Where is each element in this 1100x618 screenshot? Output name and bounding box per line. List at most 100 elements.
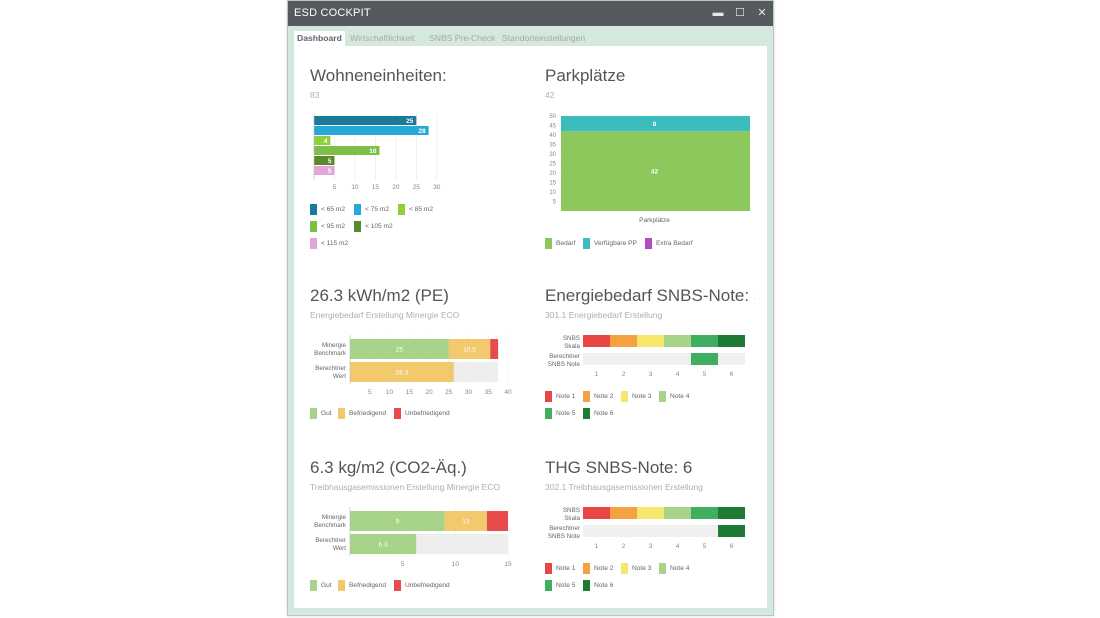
title-bar[interactable]: ESD COCKPIT ▬ ☐ ✕ — [288, 1, 773, 26]
x-tick-label: 10 — [386, 389, 394, 396]
legend-swatch — [394, 408, 401, 419]
legend-swatch — [621, 563, 628, 574]
legend-swatch — [545, 391, 552, 402]
bar-segment — [486, 511, 508, 531]
legend-swatch — [645, 238, 652, 249]
panel-title: 26.3 kWh/m2 (PE) — [310, 286, 449, 305]
legend-item: Note 5 — [545, 408, 575, 419]
legend-swatch — [545, 580, 552, 591]
legend-item: < 65 m2 — [310, 204, 345, 215]
parkplaetze-bar-chart: 5 10 15 20 25 30 35 40 45 50 42 8 Parkplätze — [549, 114, 750, 224]
data-label: 25 — [396, 347, 404, 354]
x-tick-label: 15 — [504, 561, 512, 568]
bar-segment — [350, 534, 417, 554]
scale-segment — [691, 335, 718, 347]
y-category-label: Minergie — [322, 514, 347, 521]
bar-background — [583, 353, 745, 365]
x-tick-label: 2 — [622, 371, 626, 378]
dashboard-content: Wohneneinheiten: 83 5 10 15 20 25 30 25 28 4 16 5 5… — [294, 46, 767, 608]
panel-thg-snbs: THG SNBS-Note: 6 302.1 Treibhausgasemiss… — [545, 458, 765, 618]
legend-item: Note 5 — [545, 580, 575, 591]
legend-item: Note 1 — [545, 563, 575, 574]
panel-title: Wohneneinheiten: — [310, 66, 447, 85]
panel-title: THG SNBS-Note: 6 — [545, 458, 693, 477]
bar — [314, 126, 429, 135]
x-category-label: Parkplätze — [639, 217, 670, 224]
legend-item: < 75 m2 — [354, 204, 389, 215]
y-tick-label: 45 — [549, 124, 556, 130]
tab-dashboard[interactable]: Dashboard — [294, 31, 345, 46]
panel-subtitle: 83 — [310, 90, 320, 100]
legend-item: < 105 m2 — [354, 221, 393, 232]
legend-item: Note 1 — [545, 391, 575, 402]
bar-segment — [350, 511, 445, 531]
y-tick-label: 20 — [549, 171, 556, 177]
panel-title: Energiebedarf SNBS-Note: 5 — [545, 286, 755, 305]
data-label: 25 — [406, 118, 414, 125]
legend-item: Befriedigend — [338, 580, 386, 591]
legend-swatch — [338, 408, 345, 419]
legend-item: Note 4 — [659, 391, 689, 402]
bar-segment — [561, 116, 750, 132]
y-category-label: Berechtner — [315, 365, 346, 372]
legend-item: Note 3 — [621, 563, 651, 574]
legend-swatch — [583, 238, 590, 249]
panel-energiebedarf: 26.3 kWh/m2 (PE) Energiebedarf Erstellun… — [310, 286, 530, 456]
legend-item: Gut — [310, 580, 332, 591]
legend-swatch — [310, 408, 317, 419]
bar — [314, 116, 417, 125]
y-category-label: SNBS Note — [548, 533, 581, 540]
legend-swatch — [545, 408, 552, 419]
y-tick-label: 25 — [549, 162, 556, 168]
legend-swatch — [621, 391, 628, 402]
y-tick-label: 35 — [549, 143, 556, 149]
panel-subtitle: 301.1 Energiebedarf Erstellung — [545, 310, 663, 320]
legend-item: < 85 m2 — [398, 204, 433, 215]
x-tick-label: 40 — [504, 389, 512, 396]
minimize-icon[interactable]: ▬ — [712, 7, 724, 19]
close-icon[interactable]: ✕ — [757, 7, 767, 19]
bar-background — [583, 525, 745, 537]
legend-swatch — [659, 563, 666, 574]
data-label: 28 — [418, 128, 426, 135]
y-category-label: Benchmark — [314, 522, 347, 529]
tab-standorteinstellungen[interactable]: Standorteinstellungen — [502, 33, 586, 43]
x-tick-label: 20 — [392, 184, 400, 191]
maximize-icon[interactable]: ☐ — [735, 7, 745, 19]
scale-segment — [718, 507, 745, 519]
panel-co2: 6.3 kg/m2 (CO2-Äq.) Treibhausgasemission… — [310, 458, 530, 618]
panel-title: 6.3 kg/m2 (CO2-Äq.) — [310, 458, 467, 477]
tab-snbs-pre-check[interactable]: SNBS Pre-Check — [429, 33, 496, 43]
x-tick-label: 5 — [703, 543, 707, 550]
x-tick-label: 5 — [333, 184, 337, 191]
legend-swatch — [394, 580, 401, 591]
panel-title: Parkplätze — [545, 66, 626, 85]
tab-wirtschaftlichkeit[interactable]: Wirtschaftlichkeit — [350, 33, 415, 43]
legend-item: Gut — [310, 408, 332, 419]
legend-swatch — [545, 563, 552, 574]
legend-swatch — [338, 580, 345, 591]
panel-subtitle: Energiebedarf Erstellung Minergie ECO — [310, 310, 460, 320]
data-label: 13 — [462, 519, 470, 526]
y-tick-label: 30 — [549, 152, 556, 158]
x-tick-label: 30 — [465, 389, 473, 396]
bar-segment — [453, 362, 499, 382]
x-tick-label: 35 — [485, 389, 493, 396]
data-label: 16 — [369, 148, 377, 155]
y-category-label: SNBS Note — [548, 361, 581, 368]
data-label: 9 — [396, 519, 400, 526]
y-category-label: Skala — [564, 343, 580, 350]
data-label: 6.3 — [379, 542, 388, 549]
legend-swatch — [310, 238, 317, 249]
x-tick-label: 1 — [595, 371, 599, 378]
x-tick-label: 4 — [676, 371, 680, 378]
x-tick-label: 5 — [401, 561, 405, 568]
legend-swatch — [583, 408, 590, 419]
y-category-label: Minergie — [322, 342, 347, 349]
x-tick-label: 6 — [730, 543, 734, 550]
x-tick-label: 10 — [452, 561, 460, 568]
scale-segment — [664, 335, 691, 347]
